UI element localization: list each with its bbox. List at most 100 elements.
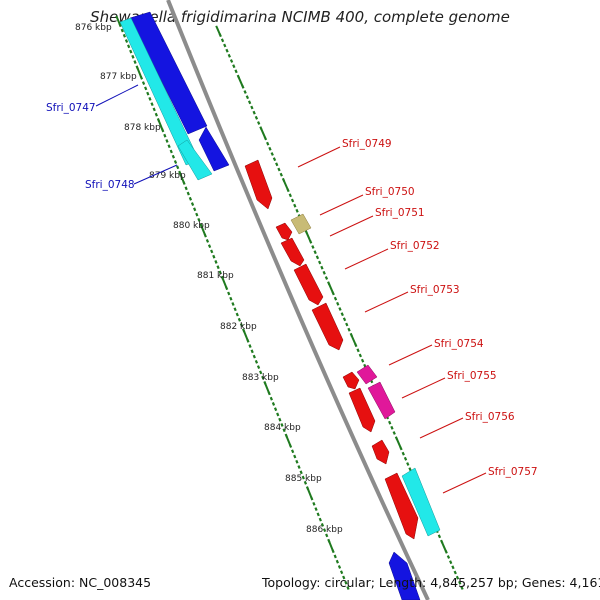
minor-tick bbox=[399, 446, 403, 451]
major-tick bbox=[200, 225, 206, 235]
minor-tick bbox=[193, 207, 197, 212]
gene-label-line-sfri-0756 bbox=[419, 417, 464, 439]
minor-tick bbox=[118, 23, 122, 28]
minor-tick bbox=[460, 586, 464, 590]
minor-tick bbox=[269, 396, 273, 401]
minor-tick bbox=[247, 100, 252, 105]
gene-feature-sfri-0751[interactable] bbox=[290, 213, 312, 235]
gene-label-sfri-0752[interactable]: Sfri_0752 bbox=[390, 240, 440, 252]
minor-tick bbox=[207, 244, 212, 249]
gene-feature-sfri-0749[interactable] bbox=[244, 159, 273, 210]
tick-label-876: 876 kbp bbox=[75, 23, 112, 33]
minor-tick bbox=[301, 475, 305, 480]
gene-feature-sfri-0754[interactable] bbox=[311, 302, 344, 351]
minor-tick bbox=[272, 157, 277, 162]
gene-feature-sfri-0752[interactable] bbox=[280, 237, 305, 267]
gene-label-line-sfri-0747 bbox=[95, 84, 139, 107]
minor-tick bbox=[390, 425, 394, 430]
tick-label-880: 880 kbp bbox=[173, 221, 210, 231]
minor-tick bbox=[278, 417, 282, 422]
reverse-strand-features bbox=[119, 11, 421, 600]
minor-tick bbox=[203, 233, 207, 238]
minor-tick bbox=[288, 444, 293, 448]
minor-tick bbox=[124, 39, 129, 43]
minor-tick bbox=[455, 575, 460, 580]
major-tick bbox=[115, 15, 121, 25]
gene-feature-sfri-0757[interactable] bbox=[384, 472, 419, 540]
minor-tick bbox=[327, 281, 331, 286]
minor-tick bbox=[205, 238, 210, 243]
minor-tick bbox=[313, 250, 317, 255]
minor-tick bbox=[437, 534, 442, 539]
minor-tick bbox=[358, 353, 362, 358]
major-tick bbox=[307, 488, 313, 498]
major-tick bbox=[136, 68, 142, 78]
minor-tick bbox=[188, 196, 193, 201]
major-tick bbox=[328, 541, 334, 551]
minor-tick bbox=[342, 575, 346, 580]
gene-feature-sfri-0755-small[interactable] bbox=[342, 371, 360, 390]
gene-feature-sfri-0757-cyan[interactable] bbox=[401, 467, 441, 537]
minor-tick bbox=[259, 126, 263, 131]
minor-tick bbox=[392, 431, 396, 435]
minor-tick bbox=[165, 139, 169, 143]
minor-tick bbox=[254, 115, 259, 120]
minor-tick bbox=[169, 149, 173, 154]
minor-tick bbox=[403, 456, 408, 461]
gene-feature-sfri-0756[interactable] bbox=[348, 387, 376, 433]
gene-feature-sfri-0748-cds[interactable] bbox=[198, 126, 230, 172]
gene-label-sfri-0749[interactable]: Sfri_0749 bbox=[342, 138, 392, 150]
gene-feature-sfri-0753[interactable] bbox=[293, 263, 324, 306]
minor-tick bbox=[163, 133, 167, 138]
major-tick bbox=[260, 128, 266, 138]
minor-tick bbox=[218, 270, 222, 275]
minor-tick bbox=[176, 165, 180, 170]
tick-track-left bbox=[115, 15, 350, 590]
gene-label-sfri-0755[interactable]: Sfri_0755 bbox=[447, 370, 497, 382]
gene-feature-sfri-0747-cds[interactable] bbox=[129, 11, 208, 135]
gene-feature-sfri-0750[interactable] bbox=[275, 222, 293, 241]
gene-label-sfri-0747[interactable]: Sfri_0747 bbox=[46, 102, 96, 114]
minor-tick bbox=[239, 323, 244, 327]
gene-label-sfri-0750[interactable]: Sfri_0750 bbox=[365, 186, 415, 198]
minor-tick bbox=[446, 555, 451, 559]
minor-tick bbox=[156, 118, 161, 122]
minor-tick bbox=[210, 249, 214, 254]
gene-label-sfri-0753[interactable]: Sfri_0753 bbox=[410, 284, 460, 296]
minor-tick bbox=[282, 428, 286, 433]
minor-tick bbox=[316, 512, 320, 517]
minor-tick bbox=[241, 84, 245, 89]
gene-feature-sfri-0748-gene[interactable] bbox=[177, 139, 213, 181]
major-tick bbox=[396, 438, 402, 448]
gene-label-sfri-0756[interactable]: Sfri_0756 bbox=[465, 411, 515, 423]
minor-tick bbox=[161, 128, 165, 133]
minor-tick bbox=[227, 53, 231, 58]
minor-tick bbox=[290, 198, 295, 203]
gene-label-sfri-0757[interactable]: Sfri_0757 bbox=[488, 466, 538, 478]
gene-feature-sfri-0756-magenta[interactable] bbox=[367, 381, 396, 420]
minor-tick bbox=[146, 91, 150, 96]
minor-tick bbox=[144, 86, 148, 91]
gene-feature-bottom-blue[interactable] bbox=[388, 551, 421, 600]
minor-tick bbox=[279, 172, 283, 177]
gene-feature-red-upper[interactable] bbox=[371, 439, 390, 465]
minor-tick bbox=[223, 43, 227, 48]
gene-label-sfri-0754[interactable]: Sfri_0754 bbox=[434, 338, 484, 350]
minor-tick bbox=[267, 391, 271, 396]
minor-tick bbox=[229, 59, 234, 63]
minor-tick bbox=[216, 265, 220, 270]
gene-feature-sfri-0755-magenta[interactable] bbox=[356, 364, 378, 385]
gene-feature-sfri-0747-gene[interactable] bbox=[119, 17, 200, 166]
gene-label-sfri-0751[interactable]: Sfri_0751 bbox=[375, 207, 425, 219]
minor-tick bbox=[451, 565, 455, 570]
minor-tick bbox=[346, 586, 350, 590]
major-tick bbox=[441, 542, 447, 552]
minor-tick bbox=[338, 307, 342, 311]
minor-tick bbox=[227, 291, 231, 296]
gene-label-sfri-0748[interactable]: Sfri_0748 bbox=[85, 179, 135, 191]
minor-tick bbox=[394, 436, 399, 441]
minor-tick bbox=[220, 38, 225, 43]
minor-tick bbox=[325, 533, 329, 538]
minor-tick bbox=[184, 186, 188, 191]
gene-label-line-sfri-0754 bbox=[388, 344, 433, 366]
